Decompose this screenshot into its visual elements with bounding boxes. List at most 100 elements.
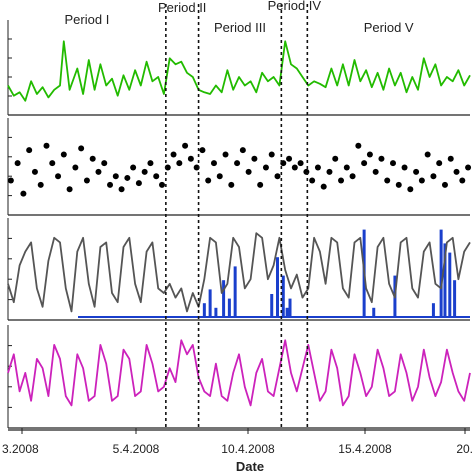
panel-2-point	[395, 181, 402, 188]
panel-3-bar	[281, 275, 285, 317]
panel-2-point	[222, 151, 229, 158]
panel-3-bar	[448, 252, 452, 317]
x-tick-label: 15.4.2008	[338, 442, 392, 456]
panel-2-point	[338, 177, 345, 184]
panel-2-point	[390, 160, 396, 167]
panel-2-point	[268, 151, 275, 158]
panel-2-point	[286, 155, 293, 162]
panel-2-point	[228, 181, 235, 188]
panel-2-point	[447, 155, 454, 162]
panel-2-point	[274, 173, 281, 180]
panel-2-point	[182, 142, 189, 149]
panel-2-point	[407, 186, 414, 193]
panel-2-point	[20, 190, 27, 197]
period-label: Period IV	[268, 0, 322, 13]
panel-2-point	[216, 173, 223, 180]
panel-2-point	[187, 155, 194, 162]
panel-3-bar	[233, 266, 237, 317]
panel-2-point	[78, 145, 85, 152]
panel-2-point	[332, 155, 339, 162]
panel-3-bar	[227, 298, 231, 317]
panel-4	[7, 325, 471, 429]
period-label: Period I	[65, 12, 110, 27]
panel-2-point	[314, 164, 321, 171]
panel-2	[7, 118, 472, 216]
panel-3-bar	[439, 229, 443, 317]
panel-3-bar	[276, 257, 279, 317]
panel-2-point	[262, 164, 269, 171]
panel-3-bar	[222, 280, 226, 317]
panel-1-series-line	[7, 40, 471, 102]
panel-2-point	[465, 164, 472, 171]
panel-2-point	[320, 183, 327, 190]
panel-2-point	[112, 173, 119, 180]
panel-2-point	[147, 160, 154, 167]
panel-2-point	[257, 181, 264, 188]
panel-4-series-line	[7, 339, 471, 407]
panel-2-point	[95, 168, 102, 175]
period-boundaries	[165, 4, 309, 430]
x-tick-label: 10.4.2008	[221, 442, 275, 456]
panel-2-point	[31, 168, 38, 175]
panel-2-point	[239, 147, 246, 154]
panel-2-point	[72, 164, 79, 171]
period-label: Period II	[158, 0, 206, 15]
panel-2-point	[326, 168, 333, 175]
panel-3-series-line	[7, 232, 471, 313]
panel-2-point	[401, 164, 408, 171]
panel-2-point	[107, 181, 114, 188]
panel-2-point	[7, 177, 14, 184]
panel-2-point	[170, 151, 177, 158]
panel-2-point	[49, 160, 56, 167]
panel-3-bar	[202, 303, 206, 317]
panel-3-bar	[214, 307, 218, 317]
panel-2-point	[309, 177, 316, 184]
panel-3	[7, 218, 471, 321]
panel-3-bar	[453, 280, 457, 317]
panel-2-point	[413, 168, 420, 175]
panel-1	[7, 20, 471, 116]
panel-3-bar	[208, 289, 212, 317]
panel-2-point	[55, 173, 62, 180]
x-tick-label: 20.	[456, 442, 473, 456]
panel-2-point	[234, 160, 241, 167]
x-axis-title: Date	[236, 459, 264, 474]
panel-3-bar	[270, 294, 274, 317]
panel-2-point	[430, 173, 437, 180]
panel-2-point	[349, 173, 356, 180]
panel-2-point	[378, 155, 385, 162]
panel-2-point	[459, 177, 466, 184]
period-label: Period III	[214, 20, 266, 35]
panel-2-point	[210, 160, 217, 167]
panel-3-bar	[288, 298, 292, 317]
panel-2-point	[361, 160, 368, 167]
panel-2-point	[176, 160, 183, 167]
panel-2-point	[441, 181, 448, 188]
panel-2-point	[101, 160, 108, 167]
panel-2-point	[355, 142, 362, 149]
x-axis-ticks: 3.2008 5.4.2008 10.4.2008 15.4.2008 20.	[2, 428, 473, 456]
panel-2-point	[205, 177, 212, 184]
panel-2-point	[26, 147, 33, 154]
panel-2-point	[372, 168, 379, 175]
panel-2-point	[159, 181, 165, 188]
panel-2-point	[153, 173, 160, 180]
panel-2-point	[135, 180, 142, 187]
panel-2-point	[14, 160, 21, 167]
panel-2-point	[66, 186, 73, 193]
panel-2-point	[251, 155, 258, 162]
period-label: Period V	[364, 20, 414, 35]
panel-2-point	[453, 168, 460, 175]
panel-2-point	[436, 160, 443, 167]
panel-2-point	[245, 168, 252, 175]
panel-2-point	[384, 177, 391, 184]
x-tick-label: 5.4.2008	[113, 442, 160, 456]
panel-2-point	[37, 181, 44, 188]
panel-2-point	[43, 142, 50, 149]
panel-2-point	[297, 160, 304, 167]
panel-3-bar	[443, 243, 447, 317]
panel-2-point	[141, 168, 148, 175]
panel-2-point	[343, 164, 350, 171]
